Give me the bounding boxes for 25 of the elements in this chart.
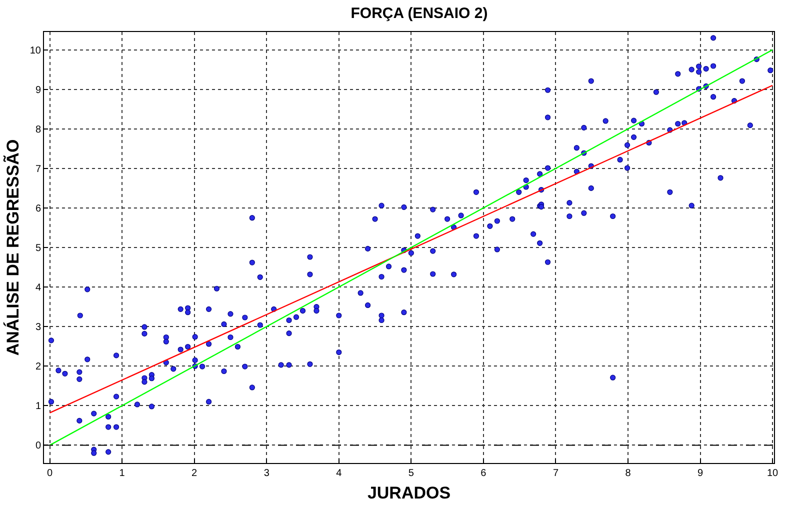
x-tick-label: 7 [552,468,559,479]
x-tick-label: 6 [480,468,487,479]
y-tick-label: 7 [35,164,42,175]
y-axis-title: ANÁLISE DE REGRESSÃO [2,139,22,356]
y-tick-label: 5 [35,243,42,254]
x-tick-label: 2 [192,468,198,479]
y-tick-label: 1 [35,401,42,412]
chart-title: FORÇA (ENSAIO 2) [350,5,488,22]
x-tick-label: 10 [766,468,779,479]
x-axis-title: JURADOS [367,483,451,502]
x-tick-label: 3 [264,468,270,479]
y-tick-label: 9 [35,84,42,96]
x-tick-label: 0 [47,468,53,479]
y-tick-label: 4 [35,282,42,294]
x-tick-label: 1 [119,468,126,479]
y-tick-label: 8 [35,124,42,136]
x-tick-label: 8 [625,468,632,479]
y-tick-label: 0 [35,440,42,452]
y-tick-label: 10 [30,45,42,56]
x-tick-label: 4 [336,468,342,479]
y-tick-label: 2 [35,362,42,373]
y-tick-label: 6 [35,203,42,214]
x-tick-label: 5 [408,468,414,479]
y-tick-label: 3 [35,322,42,334]
x-tick-label: 9 [698,468,704,479]
